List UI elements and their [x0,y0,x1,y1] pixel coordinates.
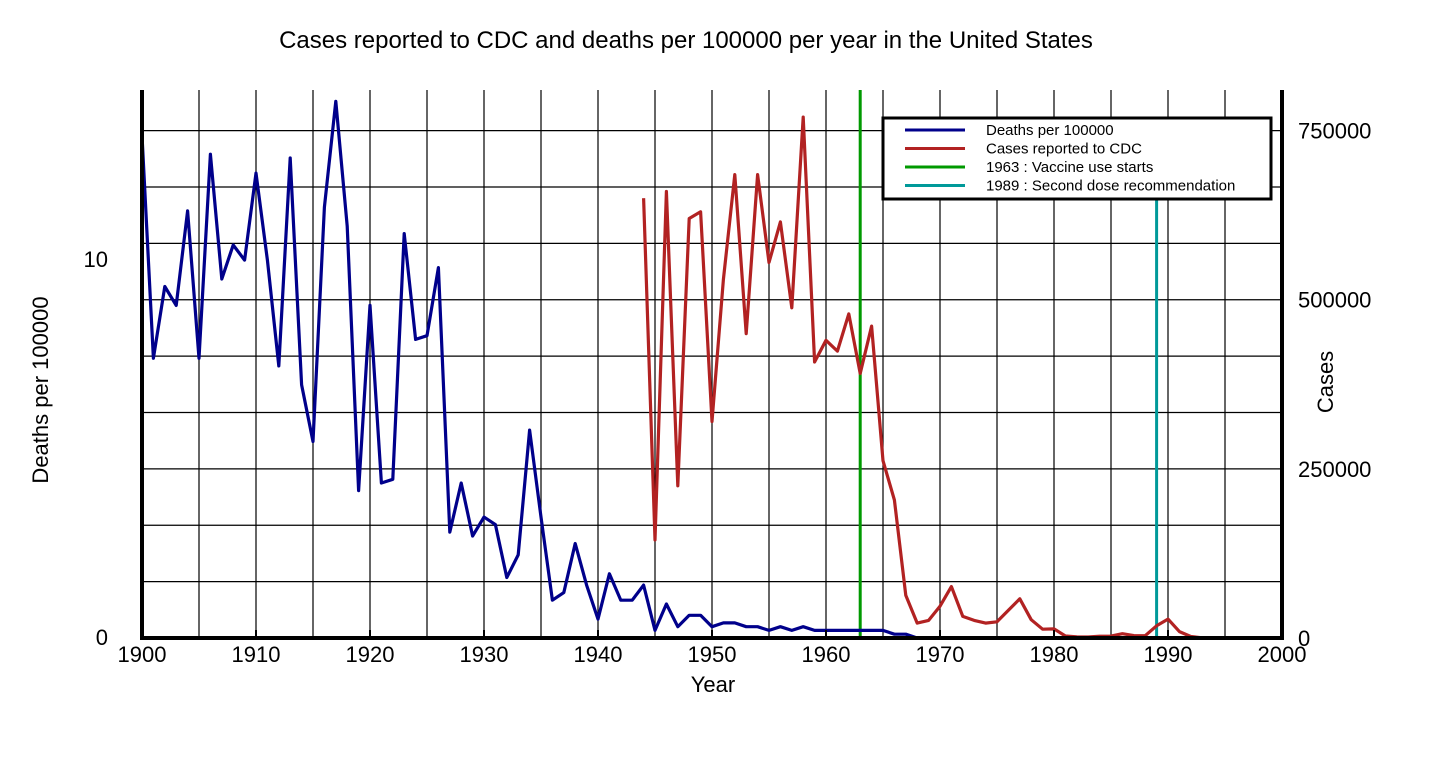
x-tick-label: 1990 [1144,642,1193,667]
x-tick-label: 1950 [688,642,737,667]
x-tick-label: 1980 [1030,642,1079,667]
y-axis-label-right: Cases [1313,351,1338,413]
event-lines [858,90,1159,638]
x-tick-label: 1910 [232,642,281,667]
x-tick-label: 1930 [460,642,509,667]
x-tick-label: 2000 [1258,642,1307,667]
legend-label: Cases reported to CDC [986,141,1142,158]
chart-title: Cases reported to CDC and deaths per 100… [279,27,1093,54]
legend-label: 1963 : Vaccine use starts [986,159,1153,176]
y-tick-label-left: 0 [96,625,108,650]
y-tick-label-right: 500000 [1298,288,1371,313]
y-tick-label-right: 0 [1298,626,1310,651]
x-axis-label: Year [691,672,735,697]
axes: 1900 1910 1920 1930 1940 1950 1960 1970 1980 1990… [84,90,1371,667]
legend-label: 1989 : Second dose recommendation [986,178,1235,195]
y-tick-label-right: 750000 [1298,119,1371,144]
x-tick-label: 1920 [346,642,395,667]
y-axis-label-left: Deaths per 100000 [28,296,53,483]
y-tick-label-left: 10 [84,247,108,272]
grid-lines [142,90,1282,638]
y-tick-label-right: 250000 [1298,457,1371,482]
legend-label: Deaths per 100000 [986,122,1114,139]
x-tick-label: 1940 [574,642,623,667]
x-tick-label: 1970 [916,642,965,667]
deaths-series-line [140,99,940,640]
x-tick-label: 1960 [802,642,851,667]
x-tick-label: 1900 [118,642,167,667]
